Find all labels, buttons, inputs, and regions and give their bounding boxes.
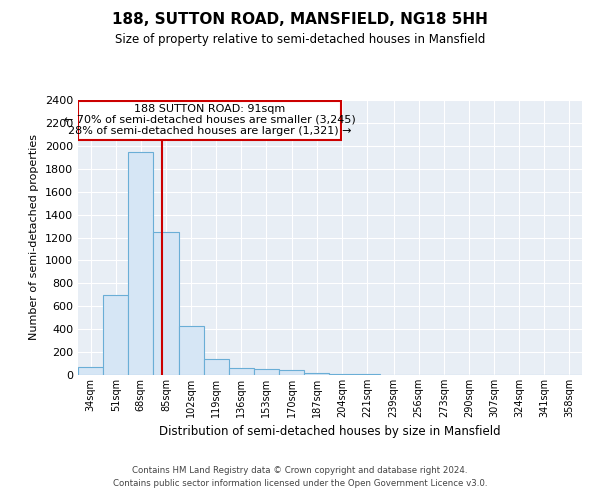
Text: Contains HM Land Registry data © Crown copyright and database right 2024.
Contai: Contains HM Land Registry data © Crown c… bbox=[113, 466, 487, 487]
Bar bbox=[103, 295, 128, 375]
Text: 28% of semi-detached houses are larger (1,321) →: 28% of semi-detached houses are larger (… bbox=[68, 126, 351, 136]
Text: 188, SUTTON ROAD, MANSFIELD, NG18 5HH: 188, SUTTON ROAD, MANSFIELD, NG18 5HH bbox=[112, 12, 488, 28]
Text: Size of property relative to semi-detached houses in Mansfield: Size of property relative to semi-detach… bbox=[115, 32, 485, 46]
Text: 188 SUTTON ROAD: 91sqm: 188 SUTTON ROAD: 91sqm bbox=[134, 104, 285, 114]
Bar bbox=[179, 326, 203, 375]
Bar bbox=[78, 367, 103, 375]
Bar bbox=[203, 359, 229, 375]
Y-axis label: Number of semi-detached properties: Number of semi-detached properties bbox=[29, 134, 40, 340]
X-axis label: Distribution of semi-detached houses by size in Mansfield: Distribution of semi-detached houses by … bbox=[159, 426, 501, 438]
Text: ← 70% of semi-detached houses are smaller (3,245): ← 70% of semi-detached houses are smalle… bbox=[64, 115, 355, 125]
Bar bbox=[78, 100, 341, 140]
Bar bbox=[329, 374, 355, 375]
Bar bbox=[154, 232, 179, 375]
Bar bbox=[355, 374, 380, 375]
Bar bbox=[304, 372, 329, 375]
Bar bbox=[279, 370, 304, 375]
Bar bbox=[254, 370, 279, 375]
Bar bbox=[229, 368, 254, 375]
Bar bbox=[128, 152, 154, 375]
